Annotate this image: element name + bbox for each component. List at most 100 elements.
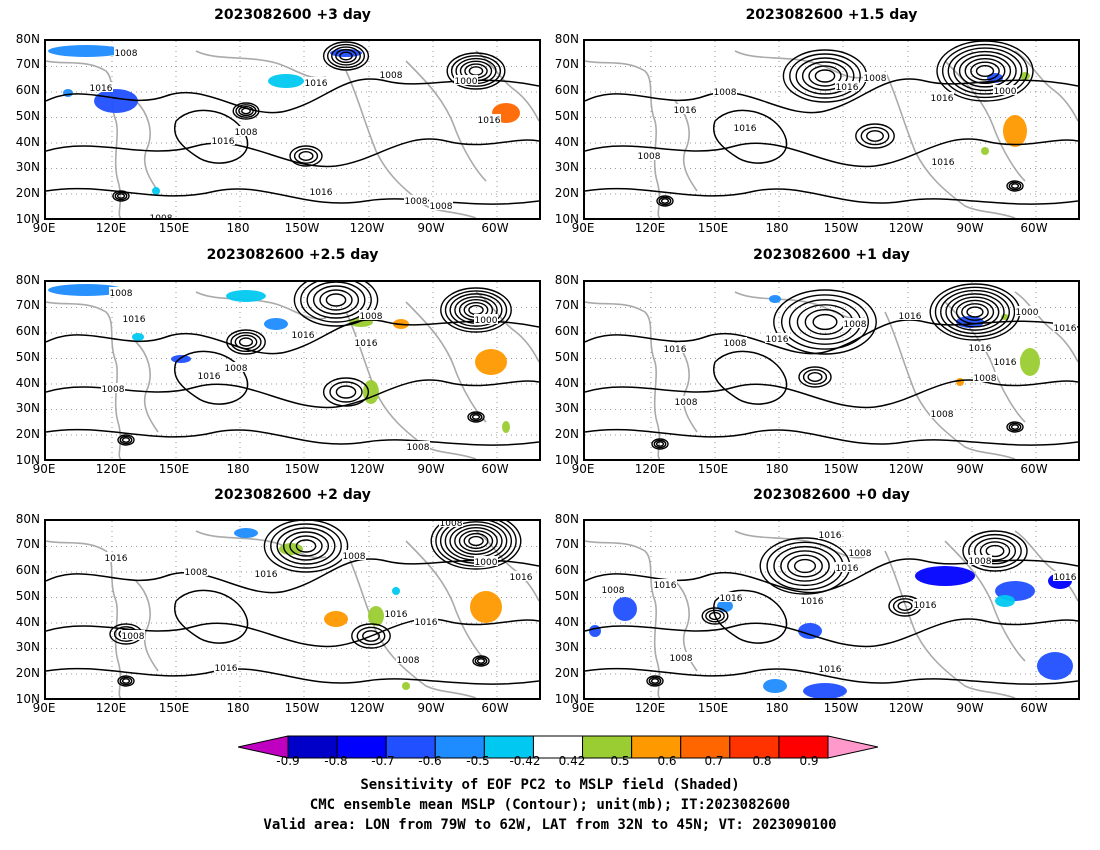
contour-label-bg — [713, 86, 737, 96]
sensitivity-shading — [48, 284, 124, 296]
contour-label-bg — [765, 333, 789, 343]
contour-label-bg — [384, 608, 408, 618]
lon-tick-label: 90E — [571, 221, 595, 235]
mslp-contour — [1008, 422, 1022, 432]
lon-tick-label: 180 — [226, 221, 250, 235]
mslp-contour — [468, 304, 484, 316]
sensitivity-shading — [268, 74, 304, 88]
mslp-contour — [934, 286, 1016, 338]
mslp-contour — [322, 377, 370, 407]
lat-tick-label: 50N — [554, 109, 579, 123]
mslp-contour — [651, 438, 669, 450]
contour-label-bg — [719, 592, 743, 602]
colorbar-end-high — [827, 735, 878, 759]
mslp-contour — [962, 530, 1028, 572]
mslp-contour — [241, 107, 251, 115]
map-canvas: 1016 1008 1016 1008 1016 1016 1008 1016 1016 1016… — [585, 521, 1078, 698]
coastline — [345, 550, 477, 698]
sensitivity-shading — [363, 380, 379, 404]
lat-tick-label: 80N — [554, 512, 579, 526]
sensitivity-shading — [94, 89, 138, 113]
lat-tick-label: 30N — [15, 401, 40, 415]
lon-tick-label: 150E — [158, 221, 190, 235]
lon-tick-label: 90W — [956, 701, 984, 715]
lon-tick-label: 90W — [417, 462, 445, 476]
contour-label: 1000 — [994, 87, 1017, 97]
contour-label: 1016 — [819, 665, 842, 675]
contour-label: 1016 — [1054, 324, 1077, 334]
contour-label: 1016 — [212, 137, 235, 147]
contour-label-bg — [601, 584, 625, 594]
contour-label: 1008 — [714, 88, 737, 98]
lat-tick-label: 30N — [554, 401, 579, 415]
contour-label-bg — [843, 318, 867, 328]
contour-label-bg — [109, 287, 133, 297]
contour-label-bg — [835, 81, 859, 91]
mslp-contour — [335, 48, 357, 64]
lon-tick-label: 150E — [697, 221, 729, 235]
mslp-contour — [970, 61, 1000, 81]
contour-label-bg — [254, 568, 278, 578]
lat-tick-label: 60N — [15, 83, 40, 97]
mslp-contour — [289, 535, 323, 557]
contour-label-bg — [474, 556, 498, 566]
mslp-contour — [117, 434, 135, 446]
lon-tick-label: 150E — [697, 701, 729, 715]
lat-tick-label: 30N — [15, 640, 40, 654]
mslp-contour — [174, 589, 249, 644]
mslp-contour — [238, 337, 254, 347]
lat-tick-label: 50N — [15, 589, 40, 603]
mslp-contour — [964, 57, 1006, 85]
contour-label: 1016 — [674, 106, 697, 116]
mslp-contour — [812, 313, 838, 331]
mslp-contour — [46, 667, 539, 685]
mslp-contour — [780, 550, 830, 582]
lat-tick-label: 80N — [15, 273, 40, 287]
coastline — [884, 550, 1016, 698]
contour-label-bg — [723, 337, 747, 347]
mslp-contour — [860, 126, 890, 146]
panel-title: 2023082600 +2 day — [214, 487, 371, 503]
mslp-contour — [430, 521, 522, 570]
lon-tick-label: 120W — [349, 701, 385, 715]
mslp-contour — [793, 558, 817, 574]
mslp-contour — [814, 69, 836, 83]
contour-label-bg — [1053, 322, 1077, 332]
mslp-contour — [449, 524, 503, 558]
mslp-contour — [449, 293, 503, 327]
sensitivity-shading — [763, 679, 787, 693]
contour-label-bg — [931, 156, 955, 166]
colorbar-tick-label: 0.9 — [799, 754, 819, 768]
contour-label-bg — [404, 195, 428, 205]
contour-label: 1016 — [510, 573, 533, 583]
coastline — [405, 301, 487, 423]
mslp-contour — [929, 283, 1021, 341]
lon-tick-label: 120W — [888, 462, 924, 476]
lon-tick-label: 150W — [823, 462, 859, 476]
contour-label: 1016 — [1054, 573, 1077, 583]
mslp-contour — [468, 66, 484, 76]
sensitivity-shading — [264, 318, 288, 330]
lat-tick-label: 20N — [15, 666, 40, 680]
lon-tick-label: 60W — [481, 221, 509, 235]
colorbar-tick-label: -0.42 — [509, 754, 541, 768]
mslp-contour — [450, 55, 502, 87]
lon-tick-label: 60W — [1020, 221, 1048, 235]
sensitivity-shading — [234, 528, 258, 538]
lat-tick-label: 20N — [15, 186, 40, 200]
mslp-contour — [232, 102, 260, 120]
contour-label-bg — [454, 75, 478, 85]
mslp-contour — [1010, 424, 1020, 430]
sensitivity-shading — [368, 606, 384, 626]
contour-label-bg — [224, 362, 248, 372]
contour-label-bg — [406, 441, 430, 451]
mslp-contour — [329, 381, 363, 403]
contour-label-bg — [968, 555, 992, 565]
contour-label: 1008 — [675, 398, 698, 408]
mslp-contour — [325, 293, 347, 307]
coastline — [46, 540, 122, 698]
mslp-contour — [701, 607, 729, 625]
contour-label: 1016 — [198, 372, 221, 382]
coastline — [195, 291, 327, 320]
lat-tick-label: 60N — [15, 324, 40, 338]
